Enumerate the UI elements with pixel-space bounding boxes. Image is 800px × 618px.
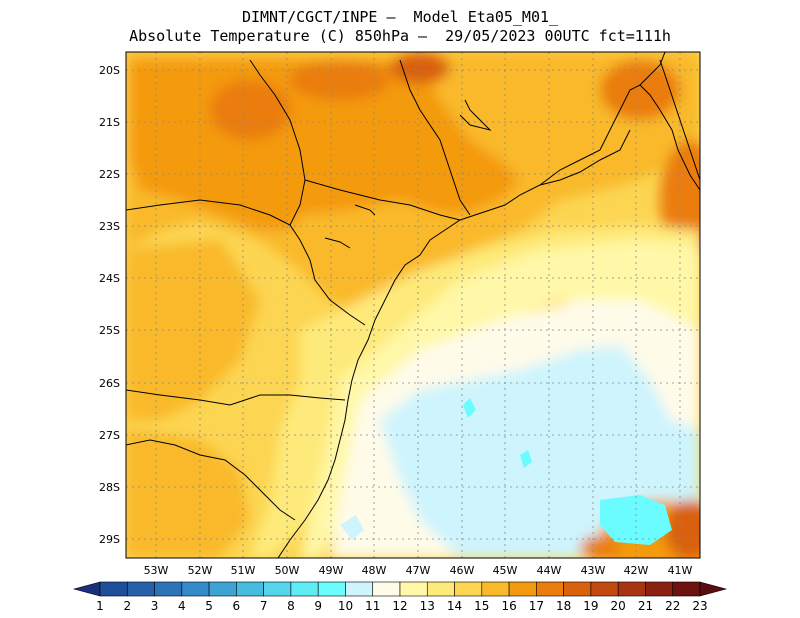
map-title-line-2: Absolute Temperature (C) 850hPa — 29/05/…: [129, 27, 671, 45]
colorbar-swatch: [426, 581, 455, 597]
colorbar-label: 4: [178, 599, 186, 613]
colorbar-label: 19: [583, 599, 598, 613]
colorbar-label: 10: [338, 599, 353, 613]
colorbar-swatch: [290, 581, 319, 597]
colorbar-label: 23: [692, 599, 707, 613]
coastline-and-borders: [126, 52, 700, 558]
lat-label: 20S: [99, 64, 120, 77]
colorbar: 1 2 3 4 5 6 7 8 9 10 11 12 13 14 15 16 17 18 19 20 21 22 23: [72, 581, 728, 613]
map-frame: [125, 51, 701, 559]
lon-label: 51W: [231, 564, 256, 577]
colorbar-swatch: [590, 581, 619, 597]
lon-label: 53W: [144, 564, 169, 577]
lon-label: 49W: [319, 564, 344, 577]
lon-label: 42W: [624, 564, 649, 577]
lat-label: 29S: [99, 533, 120, 546]
colorbar-label: 7: [260, 599, 268, 613]
colorbar-swatch: [672, 581, 701, 597]
lat-label: 24S: [99, 272, 120, 285]
lon-label: 43W: [581, 564, 606, 577]
lon-label: 45W: [493, 564, 518, 577]
lat-label: 23S: [99, 220, 120, 233]
colorbar-label: 9: [314, 599, 322, 613]
colorbar-swatch: [236, 581, 264, 597]
lon-label: 47W: [406, 564, 431, 577]
colorbar-swatch: [345, 581, 374, 597]
colorbar-label: 5: [205, 599, 213, 613]
colorbar-swatch: [536, 581, 564, 597]
colorbar-label: 6: [233, 599, 241, 613]
lat-label: 25S: [99, 324, 120, 337]
lon-label: 50W: [275, 564, 300, 577]
colorbar-swatch: [181, 581, 210, 597]
longitude-labels: 53W 52W 51W 50W 49W 48W 47W 46W 45W 44W …: [144, 564, 693, 577]
colorbar-swatch: [563, 581, 592, 597]
colorbar-label: 1: [96, 599, 104, 613]
lat-label: 21S: [99, 116, 120, 129]
colorbar-label: 13: [420, 599, 435, 613]
colorbar-label: 14: [447, 599, 462, 613]
colorbar-swatch: [99, 581, 128, 597]
colorbar-swatch: [317, 581, 346, 597]
colorbar-swatch: [154, 581, 183, 597]
colorbar-label: 22: [665, 599, 680, 613]
latitude-labels: 20S 21S 22S 23S 24S 25S 26S 27S 28S 29S: [99, 64, 120, 546]
colorbar-swatch: [126, 581, 155, 597]
colorbar-swatch: [617, 581, 646, 597]
colorbar-label: 15: [474, 599, 489, 613]
colorbar-under-arrow: [72, 581, 101, 597]
lat-label: 26S: [99, 377, 120, 390]
colorbar-label: 2: [123, 599, 131, 613]
map-title-line-1: DIMNT/CGCT/INPE — Model Eta05_M01_: [241, 8, 559, 26]
colorbar-label: 8: [287, 599, 295, 613]
colorbar-label: 17: [529, 599, 544, 613]
colorbar-swatch: [372, 581, 401, 597]
temperature-field: [126, 52, 700, 558]
lat-label: 27S: [99, 429, 120, 442]
lon-label: 41W: [668, 564, 693, 577]
colorbar-swatch: [454, 581, 483, 597]
lon-label: 44W: [537, 564, 562, 577]
colorbar-label: 16: [501, 599, 516, 613]
colorbar-label: 20: [611, 599, 626, 613]
colorbar-swatch: [645, 581, 674, 597]
colorbar-swatch: [399, 581, 428, 597]
lat-lon-grid: [126, 52, 700, 558]
colorbar-swatch: [481, 581, 510, 597]
colorbar-label: 12: [392, 599, 407, 613]
colorbar-label: 11: [365, 599, 380, 613]
colorbar-swatch: [208, 581, 237, 597]
lon-label: 48W: [362, 564, 387, 577]
lat-label: 22S: [99, 168, 120, 181]
colorbar-swatch: [508, 581, 537, 597]
colorbar-swatch: [263, 581, 292, 597]
colorbar-label: 18: [556, 599, 571, 613]
colorbar-label: 21: [638, 599, 653, 613]
lon-label: 46W: [450, 564, 475, 577]
lon-label: 52W: [188, 564, 213, 577]
lat-label: 28S: [99, 481, 120, 494]
colorbar-over-arrow: [699, 581, 728, 597]
colorbar-label: 3: [151, 599, 159, 613]
